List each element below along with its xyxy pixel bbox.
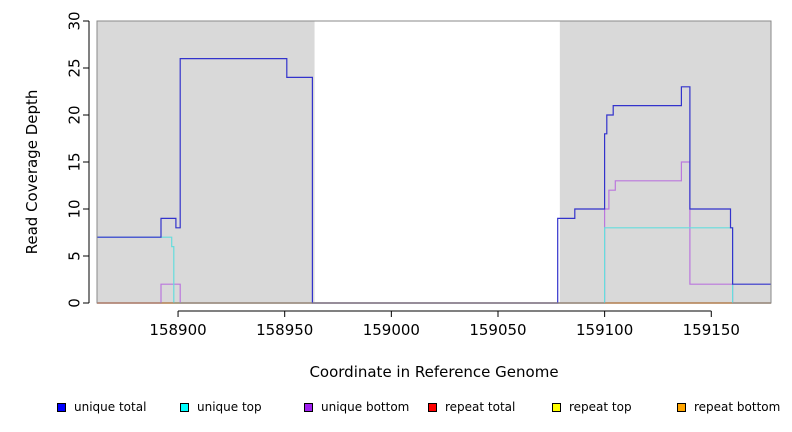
legend-label: unique bottom bbox=[321, 400, 410, 414]
legend-swatch bbox=[180, 402, 189, 412]
x-tick-label: 159150 bbox=[683, 321, 740, 339]
series-line-unique-bottom bbox=[97, 161, 771, 304]
legend-swatch bbox=[57, 402, 66, 412]
legend-label: repeat top bbox=[569, 400, 632, 414]
x-tick-label: 159100 bbox=[576, 321, 633, 339]
y-tick-label: 0 bbox=[66, 298, 84, 308]
x-tick-label: 159050 bbox=[469, 321, 526, 339]
y-tick-label: 5 bbox=[66, 251, 84, 261]
legend-swatch bbox=[428, 402, 437, 412]
y-tick-label: 15 bbox=[66, 152, 84, 171]
shaded-region bbox=[97, 21, 315, 303]
y-tick-label: 10 bbox=[66, 199, 84, 218]
x-tick-label: 159000 bbox=[363, 321, 420, 339]
legend-item-repeat-total: repeat total bbox=[428, 400, 515, 414]
legend-swatch bbox=[677, 402, 686, 412]
y-axis-title: Read Coverage Depth bbox=[23, 90, 41, 255]
legend-item-unique-total: unique total bbox=[57, 400, 146, 414]
shaded-regions bbox=[97, 21, 771, 303]
legend-label: repeat total bbox=[445, 400, 516, 414]
legend-label: repeat bottom bbox=[694, 400, 781, 414]
legend-item-unique-bottom: unique bottom bbox=[304, 400, 409, 414]
legend-item-repeat-bottom: repeat bottom bbox=[677, 400, 780, 414]
y-tick-label: 25 bbox=[66, 58, 84, 77]
chart-legend: unique total unique top unique bottom repea… bbox=[0, 400, 792, 418]
axes: 158900 158950 159000 159050 159100 159150 0 5 10… bbox=[66, 11, 740, 339]
series-line-unique-total bbox=[97, 58, 771, 304]
legend-swatch bbox=[552, 402, 561, 412]
shaded-region bbox=[559, 21, 771, 303]
legend-item-unique-top: unique top bbox=[180, 400, 262, 414]
plot-frame bbox=[96, 20, 772, 304]
legend-label: unique top bbox=[197, 400, 262, 414]
x-tick-label: 158950 bbox=[256, 321, 313, 339]
x-tick-label: 158900 bbox=[149, 321, 206, 339]
coverage-chart: 158900 158950 159000 159050 159100 159150 0 5 10… bbox=[23, 11, 772, 381]
x-axis-title: Coordinate in Reference Genome bbox=[309, 363, 558, 381]
legend-label: unique total bbox=[74, 400, 147, 414]
legend-swatch bbox=[304, 402, 313, 412]
y-tick-label: 30 bbox=[66, 11, 84, 30]
legend-item-repeat-top: repeat top bbox=[552, 400, 632, 414]
y-tick-label: 20 bbox=[66, 105, 84, 124]
